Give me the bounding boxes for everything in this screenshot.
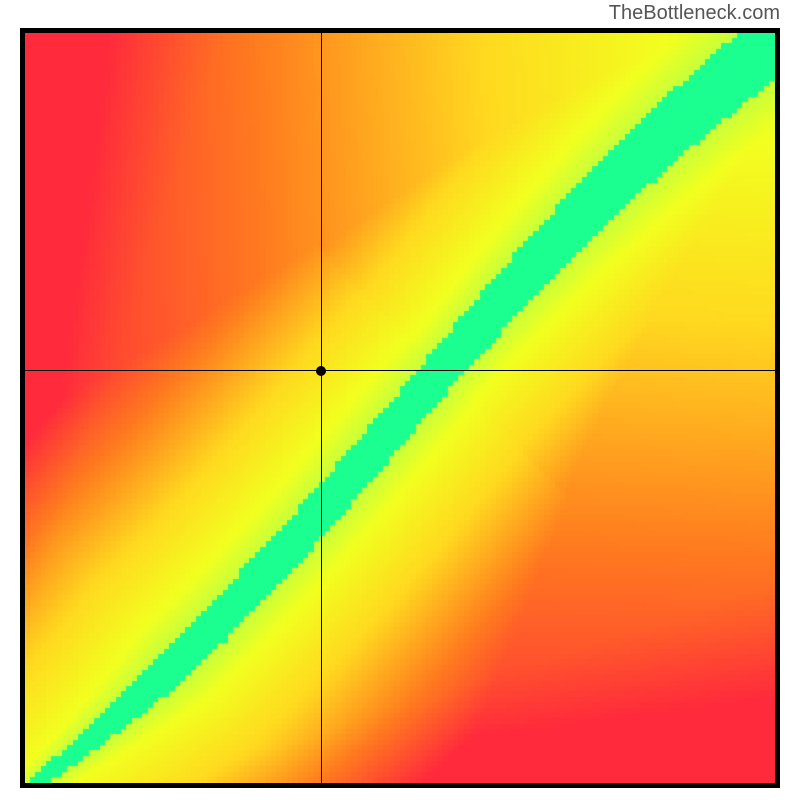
watermark-text: TheBottleneck.com [609, 2, 780, 25]
data-point-marker [316, 366, 326, 376]
crosshair-vertical [321, 33, 322, 783]
plot-frame [20, 28, 780, 788]
crosshair-horizontal [25, 370, 775, 371]
heatmap-canvas [25, 33, 775, 783]
